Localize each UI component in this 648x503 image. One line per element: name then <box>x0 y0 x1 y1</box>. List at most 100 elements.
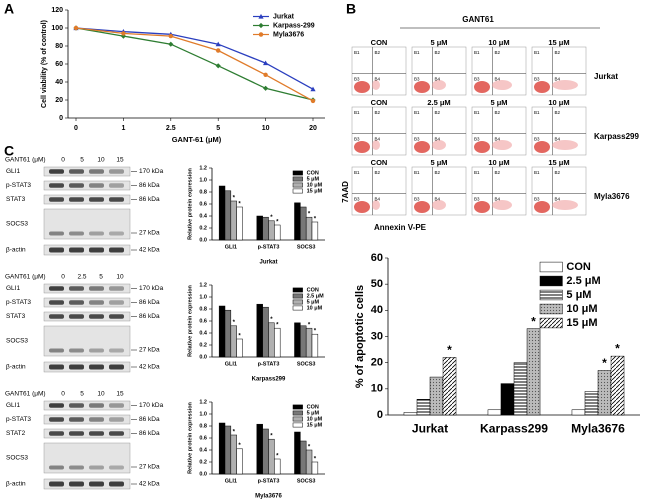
flow-scatter <box>492 80 512 90</box>
bar <box>230 434 237 475</box>
y-axis-label: Relative protein expression <box>187 284 193 356</box>
blot-dose: 10 <box>97 391 105 398</box>
data-point <box>263 85 269 91</box>
x-tick-label: SOCS3 <box>297 479 316 485</box>
blot-dose: 0 <box>61 274 65 281</box>
flow-column-label: 10 μM <box>488 158 509 167</box>
blot-band <box>49 231 64 236</box>
y-axis-label: Cell viability (% of control) <box>41 20 48 108</box>
blot-strip <box>43 297 131 308</box>
blot-strip <box>43 180 131 191</box>
significance-marker: * <box>238 443 241 449</box>
y-tick-label: 1.2 <box>199 165 207 171</box>
blot-strip <box>43 311 131 322</box>
data-point <box>310 86 316 92</box>
x-tick-label: p-STAT3 <box>258 245 280 251</box>
data-point <box>121 31 126 36</box>
legend-swatch <box>292 188 303 194</box>
blot-kda: 42 kDa <box>139 247 160 254</box>
blot-band <box>89 247 104 253</box>
bar <box>256 215 263 241</box>
significance-marker: * <box>308 444 311 450</box>
legend-label: 10 μM <box>307 182 323 188</box>
blot-band <box>89 417 104 422</box>
bar <box>500 383 515 416</box>
significance-marker: * <box>308 322 311 328</box>
blot-row-label: SOCS3 <box>6 455 28 462</box>
flow-column-label: 15 μM <box>548 158 569 167</box>
flow-quadrant-label: B2 <box>555 50 561 55</box>
flow-row-label: Myla3676 <box>594 192 630 201</box>
flow-quadrant-label: B4 <box>375 77 381 82</box>
legend-label: Myla3676 <box>273 31 304 38</box>
x-axis-label: Karpass299 <box>252 377 286 383</box>
significance-marker: * <box>276 453 279 459</box>
y-tick-label: 0.2 <box>199 342 207 348</box>
blot-band <box>69 183 84 188</box>
bar <box>262 216 269 241</box>
flow-cluster <box>354 141 370 153</box>
y-tick-label: 40 <box>55 79 63 86</box>
flow-column-label: CON <box>371 38 388 47</box>
significance-marker: * <box>602 356 607 370</box>
y-tick-label: 1.0 <box>199 411 207 417</box>
flow-quadrant-label: B3 <box>534 197 540 202</box>
blot-row-label: STAT3 <box>6 196 26 203</box>
legend-label: 15 μM <box>307 188 323 194</box>
bar <box>218 185 226 241</box>
blot-band <box>89 197 104 202</box>
flow-column-label: CON <box>371 98 388 107</box>
bar <box>236 448 243 475</box>
blot-band <box>49 286 64 291</box>
blot-band <box>49 431 64 436</box>
blot-row-label: GLI1 <box>6 168 20 175</box>
legend-marker <box>258 32 264 37</box>
flow-quadrant-label: B1 <box>474 170 480 175</box>
blot-band <box>69 403 84 408</box>
flow-scatter <box>372 200 380 210</box>
flow-cluster <box>414 81 430 93</box>
flow-quadrant-label: B1 <box>534 110 540 115</box>
bar <box>513 362 528 416</box>
legend-label: 10 μM <box>566 303 597 315</box>
blot-band <box>69 431 84 436</box>
flow-column-label: 5 μM <box>430 158 447 167</box>
blot-dose: 0 <box>61 157 65 164</box>
y-tick-label: 50 <box>371 278 383 290</box>
flow-scatter <box>492 140 512 150</box>
y-tick-label: 0.8 <box>199 423 207 429</box>
bar <box>584 391 599 416</box>
bar <box>230 325 237 358</box>
blot-strip <box>43 414 131 425</box>
legend-swatch <box>292 182 303 188</box>
y-tick-label: 20 <box>371 357 383 369</box>
y-tick-label: 0.8 <box>199 189 207 195</box>
blot-band <box>69 481 84 487</box>
flow-quadrant-label: B1 <box>354 170 360 175</box>
blot-band <box>49 169 64 174</box>
flow-quadrant-label: B3 <box>474 137 480 142</box>
flow-cluster <box>474 201 490 213</box>
blot-band <box>109 169 124 174</box>
blot-band <box>49 364 64 370</box>
blot-kda: 27 kDa <box>139 230 160 237</box>
flow-quadrant-label: B3 <box>474 197 480 202</box>
panel-label: A <box>4 1 14 17</box>
y-tick-label: 0.2 <box>199 225 207 231</box>
data-point <box>310 98 316 104</box>
blot-kda: 42 kDa <box>139 364 160 371</box>
blot-band <box>69 348 84 353</box>
blot-band <box>109 197 124 202</box>
legend-label: CON <box>566 261 591 273</box>
flow-quadrant-label: B2 <box>435 110 441 115</box>
flow-column-label: 10 μM <box>488 38 509 47</box>
blot-row-label: SOCS3 <box>6 221 28 228</box>
flow-quadrant-label: B2 <box>375 110 381 115</box>
legend-label: 15 μM <box>307 422 323 428</box>
flow-scatter <box>552 200 578 210</box>
legend-swatch <box>292 170 303 176</box>
bar <box>305 327 313 358</box>
legend-label: CON <box>307 287 319 293</box>
flow-quadrant-label: B1 <box>414 110 420 115</box>
significance-marker: * <box>447 343 452 357</box>
